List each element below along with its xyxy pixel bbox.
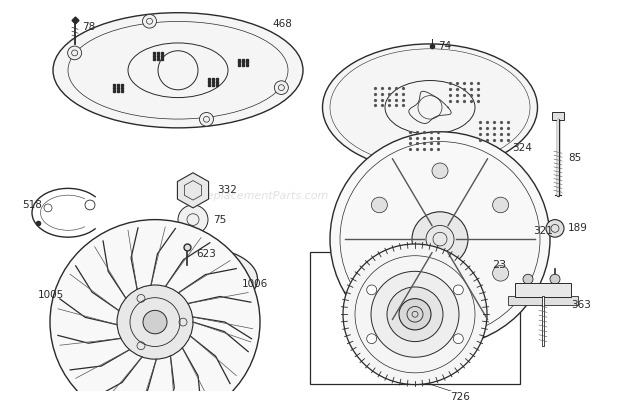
Text: 78: 78 [82, 22, 95, 32]
Text: 468: 468 [272, 19, 292, 29]
Circle shape [523, 274, 533, 284]
Text: 23: 23 [492, 261, 506, 271]
Text: 1006: 1006 [242, 279, 268, 289]
Circle shape [432, 163, 448, 178]
Circle shape [178, 205, 208, 234]
Circle shape [366, 285, 377, 295]
Text: 324: 324 [512, 143, 532, 153]
Circle shape [493, 197, 508, 213]
Text: 1005: 1005 [38, 290, 64, 300]
Circle shape [117, 285, 193, 359]
Circle shape [371, 271, 459, 357]
Circle shape [412, 212, 468, 266]
Bar [552, 112, 564, 120]
Circle shape [550, 274, 560, 284]
Circle shape [143, 14, 156, 28]
Circle shape [343, 244, 487, 385]
Circle shape [143, 310, 167, 334]
Wedge shape [361, 278, 383, 301]
Circle shape [330, 132, 550, 346]
Circle shape [387, 287, 443, 342]
Circle shape [546, 220, 564, 237]
Circle shape [200, 112, 213, 126]
Bar [185, 304, 215, 313]
Text: 85: 85 [568, 153, 582, 163]
Circle shape [155, 280, 169, 294]
Ellipse shape [143, 247, 257, 311]
Ellipse shape [53, 13, 303, 128]
Bar [515, 283, 571, 297]
Text: 726: 726 [450, 392, 470, 401]
Bar [508, 296, 578, 306]
Circle shape [68, 46, 82, 60]
Text: 363: 363 [571, 300, 591, 310]
Text: 518: 518 [22, 200, 42, 210]
Circle shape [275, 81, 288, 95]
Text: 332: 332 [217, 185, 237, 195]
Circle shape [432, 300, 448, 315]
Text: eReplacementParts.com: eReplacementParts.com [192, 191, 329, 200]
Text: 75: 75 [213, 215, 226, 225]
Bar [310, 252, 520, 384]
Text: 623: 623 [196, 249, 216, 259]
Circle shape [453, 285, 463, 295]
Circle shape [371, 197, 388, 213]
Circle shape [453, 334, 463, 344]
Wedge shape [448, 278, 468, 301]
Text: 321: 321 [533, 226, 553, 236]
Ellipse shape [322, 44, 538, 171]
Circle shape [228, 265, 242, 278]
Wedge shape [448, 328, 468, 351]
Circle shape [493, 265, 508, 281]
Circle shape [399, 299, 431, 330]
Wedge shape [361, 328, 383, 351]
Text: 74: 74 [438, 41, 451, 51]
Circle shape [50, 220, 260, 401]
Circle shape [366, 334, 377, 344]
Polygon shape [177, 173, 208, 208]
Circle shape [371, 265, 388, 281]
Text: 189: 189 [568, 223, 588, 233]
